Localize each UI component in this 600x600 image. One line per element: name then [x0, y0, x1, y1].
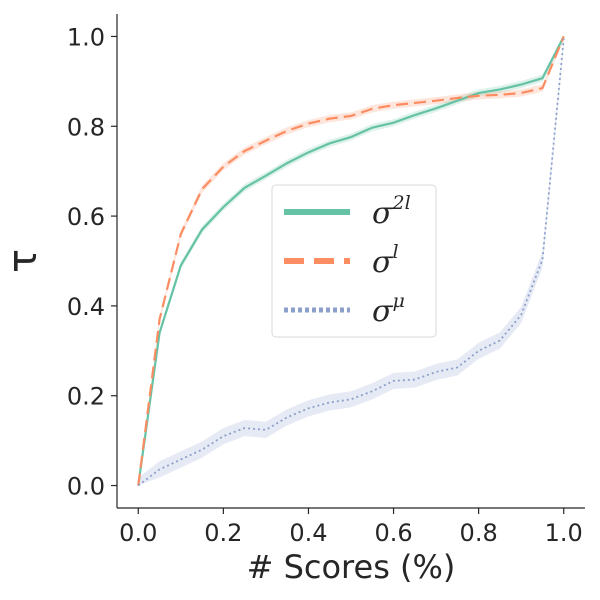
x-tick-label: 0.8 — [460, 519, 498, 547]
x-tick-label: 0.6 — [374, 519, 412, 547]
legend-label-1: σ2l — [372, 192, 411, 231]
x-axis-label: # Scores (%) — [247, 548, 456, 586]
legend-label-3: σμ — [372, 290, 405, 329]
axes — [116, 14, 585, 509]
x-ticks: 0.0 0.2 0.4 0.6 0.8 1.0 — [119, 508, 583, 547]
y-ticks: 0.0 0.2 0.4 0.6 0.8 1.0 — [67, 23, 117, 501]
series-lines — [137, 35, 565, 487]
line-series-1 — [137, 35, 565, 486]
band-series-2 — [138, 36, 564, 486]
confidence-bands — [138, 36, 564, 486]
x-tick-label: 0.4 — [289, 519, 327, 547]
band-series-3 — [138, 36, 564, 486]
x-tick-label: 0.0 — [119, 519, 157, 547]
y-tick-label: 0.0 — [67, 473, 105, 501]
band-series-1 — [138, 36, 564, 486]
legend-label-superscript: 2l — [391, 192, 410, 214]
legend-label-superscript: l — [392, 241, 398, 263]
legend-label-superscript: μ — [392, 290, 404, 312]
y-axis-label: τ — [0, 249, 46, 273]
legend-label-base: σ — [372, 196, 394, 231]
y-tick-label: 0.4 — [67, 293, 105, 321]
y-tick-label: 0.6 — [67, 203, 105, 231]
x-tick-label: 0.2 — [204, 519, 242, 547]
legend-label-2: σl — [372, 241, 399, 280]
y-tick-label: 0.2 — [67, 383, 105, 411]
x-tick-label: 1.0 — [545, 519, 583, 547]
line-series-2 — [137, 36, 565, 486]
legend-label-base: σ — [372, 294, 394, 329]
y-tick-label: 0.8 — [67, 113, 105, 141]
legend-label-base: σ — [372, 245, 394, 280]
y-tick-label: 1.0 — [67, 23, 105, 51]
legend-frame — [271, 184, 437, 338]
